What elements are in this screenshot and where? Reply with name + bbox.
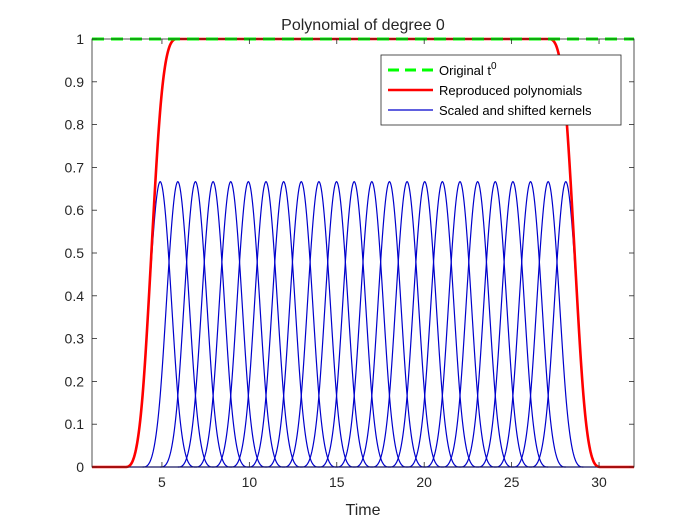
x-tick-label: 20 xyxy=(416,474,432,490)
kernel-curve xyxy=(301,180,372,468)
kernel-curve xyxy=(354,180,425,468)
legend-label-kernels: Scaled and shifted kernels xyxy=(439,103,592,118)
chart-title: Polynomial of degree 0 xyxy=(281,17,445,34)
kernel-curve xyxy=(389,180,460,468)
kernel-curve xyxy=(495,180,566,468)
legend: Original t0 Reproduced polynomials Scaled … xyxy=(380,54,622,126)
axes: 5 10 15 20 25 30 0 0.1 0.2 0.3 0.4 0.5 0.6 0.7 0.8 0.9 1 xyxy=(65,31,635,490)
x-tick-label: 15 xyxy=(329,474,345,490)
kernel-curve xyxy=(424,180,496,468)
kernel-curve xyxy=(336,180,408,468)
y-tick-label: 0.2 xyxy=(65,373,85,389)
y-tick-label: 0.9 xyxy=(65,74,85,90)
kernel-curve xyxy=(248,180,319,468)
kernel-curve xyxy=(177,180,249,468)
y-tick-label: 0 xyxy=(76,459,84,475)
kernel-curve xyxy=(124,180,196,468)
kernel-curve xyxy=(230,180,302,468)
x-tick-label: 30 xyxy=(591,474,607,490)
x-tick-label: 5 xyxy=(158,474,166,490)
kernel-curve xyxy=(530,180,602,468)
kernel-curve xyxy=(477,180,549,468)
y-tick-label: 0.6 xyxy=(65,202,85,218)
y-tick-label: 0.5 xyxy=(65,245,85,261)
kernel-curve xyxy=(283,180,355,468)
y-tick-label: 0.7 xyxy=(65,159,85,175)
kernel-curve xyxy=(266,180,337,468)
kernel-curve xyxy=(407,180,478,468)
y-tick-label: 0.3 xyxy=(65,331,85,347)
legend-label-reproduced: Reproduced polynomials xyxy=(439,83,583,98)
kernel-curve xyxy=(195,180,266,468)
x-axis-title: Time xyxy=(346,502,381,519)
x-tick-label: 10 xyxy=(242,474,258,490)
y-tick-label: 1 xyxy=(76,31,84,47)
kernel-curve xyxy=(371,180,443,468)
kernel-curve xyxy=(213,180,284,468)
y-tick-label: 0.8 xyxy=(65,117,85,133)
kernel-curve xyxy=(160,180,231,468)
kernel-curve xyxy=(442,180,513,468)
kernel-curve xyxy=(142,180,214,468)
y-tick-label: 0.4 xyxy=(65,288,85,304)
kernel-curve xyxy=(460,180,531,468)
legend-label-original: Original t0 xyxy=(439,61,497,78)
kernel-curve xyxy=(512,180,584,468)
kernel-curve xyxy=(318,180,390,468)
x-tick-label: 25 xyxy=(504,474,520,490)
y-tick-label: 0.1 xyxy=(65,416,85,432)
